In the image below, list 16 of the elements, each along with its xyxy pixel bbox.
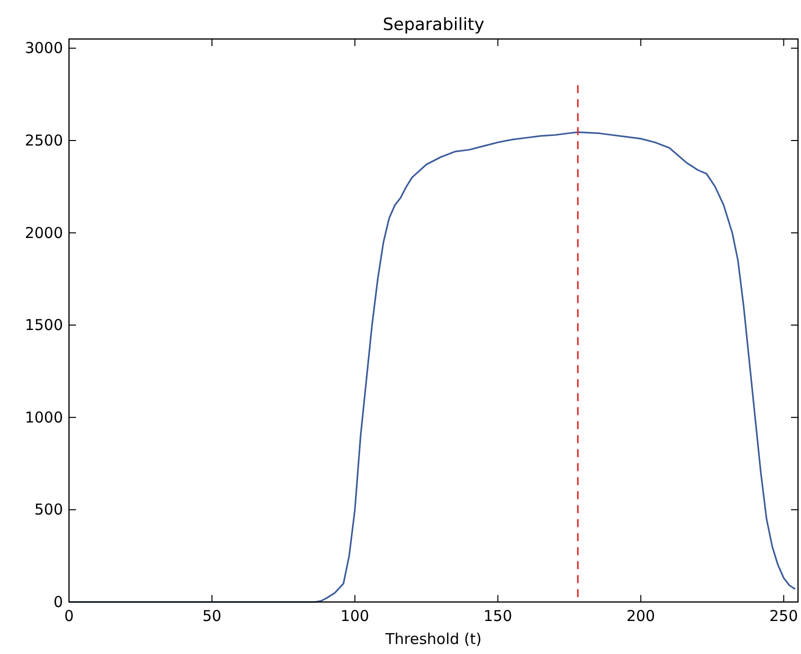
x-tick-label: 250 (769, 607, 798, 625)
y-tick-label: 1500 (24, 316, 63, 334)
y-tick-label: 2500 (24, 132, 63, 150)
y-tick-label: 2000 (24, 224, 63, 242)
x-tick-label: 100 (340, 607, 370, 625)
x-tick-label: 200 (626, 607, 656, 625)
y-tick-label: 1000 (24, 408, 63, 426)
x-axis-title: Threshold (t) (384, 630, 482, 648)
y-tick-label: 0 (53, 593, 63, 611)
x-tick-label: 0 (64, 607, 74, 625)
y-tick-label: 500 (34, 500, 63, 519)
y-tick-label: 3000 (24, 39, 63, 58)
chart-title: Separability (382, 15, 484, 35)
x-tick-label: 50 (202, 607, 222, 625)
x-tick-label: 150 (484, 607, 512, 625)
line-series (68, 131, 796, 603)
